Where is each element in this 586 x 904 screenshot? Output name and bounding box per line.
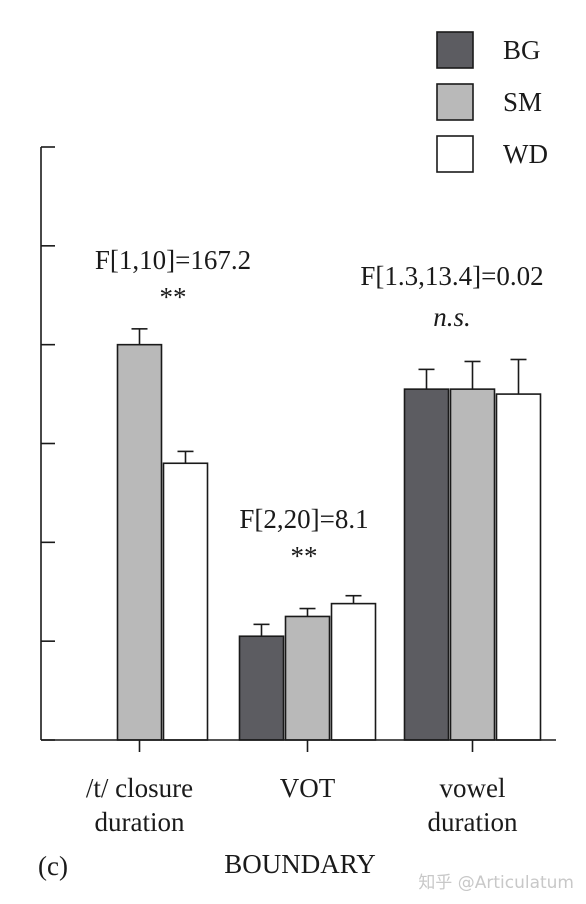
annotation-significance-0: **: [160, 282, 187, 312]
bar-wd-1: [330, 602, 377, 741]
x-tick-label-2-0: vowel: [440, 773, 506, 803]
x-tick-label-0-0: /t/ closure: [86, 773, 193, 803]
x-tick-label-1-0: VOT: [280, 773, 336, 803]
bar-wd-2: [495, 393, 542, 741]
bar-sm-1: [284, 615, 331, 741]
annotation-stat-0: F[1,10]=167.2: [95, 245, 251, 275]
annotation-stat-1: F[2,20]=8.1: [239, 504, 368, 534]
legend-label-bg: BG: [503, 35, 541, 65]
annotation-significance-1: **: [291, 541, 318, 571]
bar-sm-0: [116, 343, 163, 741]
watermark-text: 知乎 @Articulatum: [418, 873, 574, 893]
panel-label: (c): [38, 851, 68, 881]
bar-sm-2: [449, 388, 496, 741]
annotation-significance-2: n.s.: [433, 302, 471, 332]
legend-label-sm: SM: [503, 87, 542, 117]
x-tick-label-2-1: duration: [428, 807, 518, 837]
legend-swatch-wd: [436, 135, 474, 173]
bar-wd-0: [162, 462, 209, 741]
annotation-stat-2: F[1.3,13.4]=0.02: [360, 261, 543, 291]
bar-bg-2: [403, 388, 450, 741]
x-tick-label-0-1: duration: [95, 807, 185, 837]
x-axis-title: BOUNDARY: [224, 849, 376, 879]
legend-label-wd: WD: [503, 139, 548, 169]
legend-swatch-bg: [436, 31, 474, 69]
legend-swatch-sm: [436, 83, 474, 121]
bar-bg-1: [238, 635, 285, 741]
